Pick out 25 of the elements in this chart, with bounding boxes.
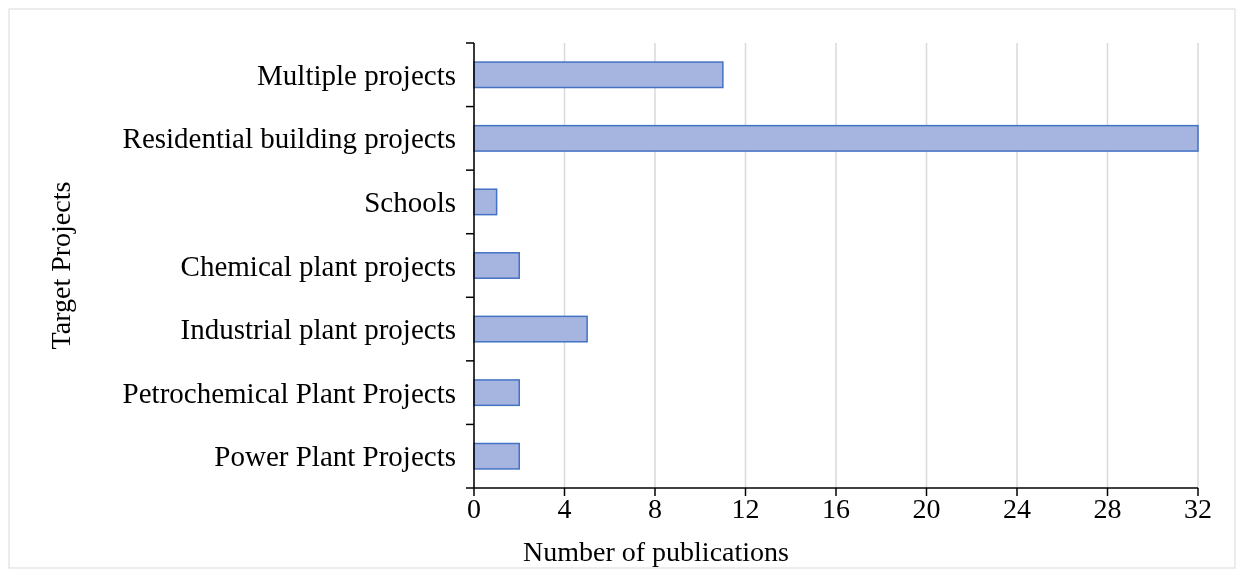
x-tick-label: 8	[648, 493, 662, 524]
bar	[473, 315, 588, 343]
x-tick-label: 24	[1003, 493, 1031, 524]
bar	[473, 188, 498, 216]
y-tick-label: Multiple projects	[257, 58, 456, 91]
y-tick-label: Power Plant Projects	[214, 440, 456, 473]
y-tick-label: Industrial plant projects	[180, 313, 456, 346]
bar	[473, 252, 520, 279]
y-tick-label: Chemical plant projects	[180, 249, 456, 282]
y-tick-label: Residential building projects	[122, 122, 456, 155]
bar	[473, 124, 1199, 152]
x-tick-label: 28	[1093, 493, 1122, 524]
x-tick-label: 12	[731, 493, 760, 524]
bar	[473, 442, 520, 470]
x-tick-label: 16	[822, 493, 850, 524]
x-tick-label: 32	[1184, 493, 1212, 524]
y-tick-label: Schools	[364, 185, 456, 218]
bar	[473, 61, 724, 89]
y-axis-title: Target Projects	[45, 181, 76, 350]
bar	[473, 379, 520, 407]
x-tick-label: 0	[467, 493, 481, 524]
y-tick-label: Petrochemical Plant Projects	[122, 376, 456, 409]
x-axis-title: Number of publications	[523, 536, 789, 567]
x-tick-label: 20	[912, 493, 941, 524]
x-tick-label: 4	[557, 493, 572, 524]
